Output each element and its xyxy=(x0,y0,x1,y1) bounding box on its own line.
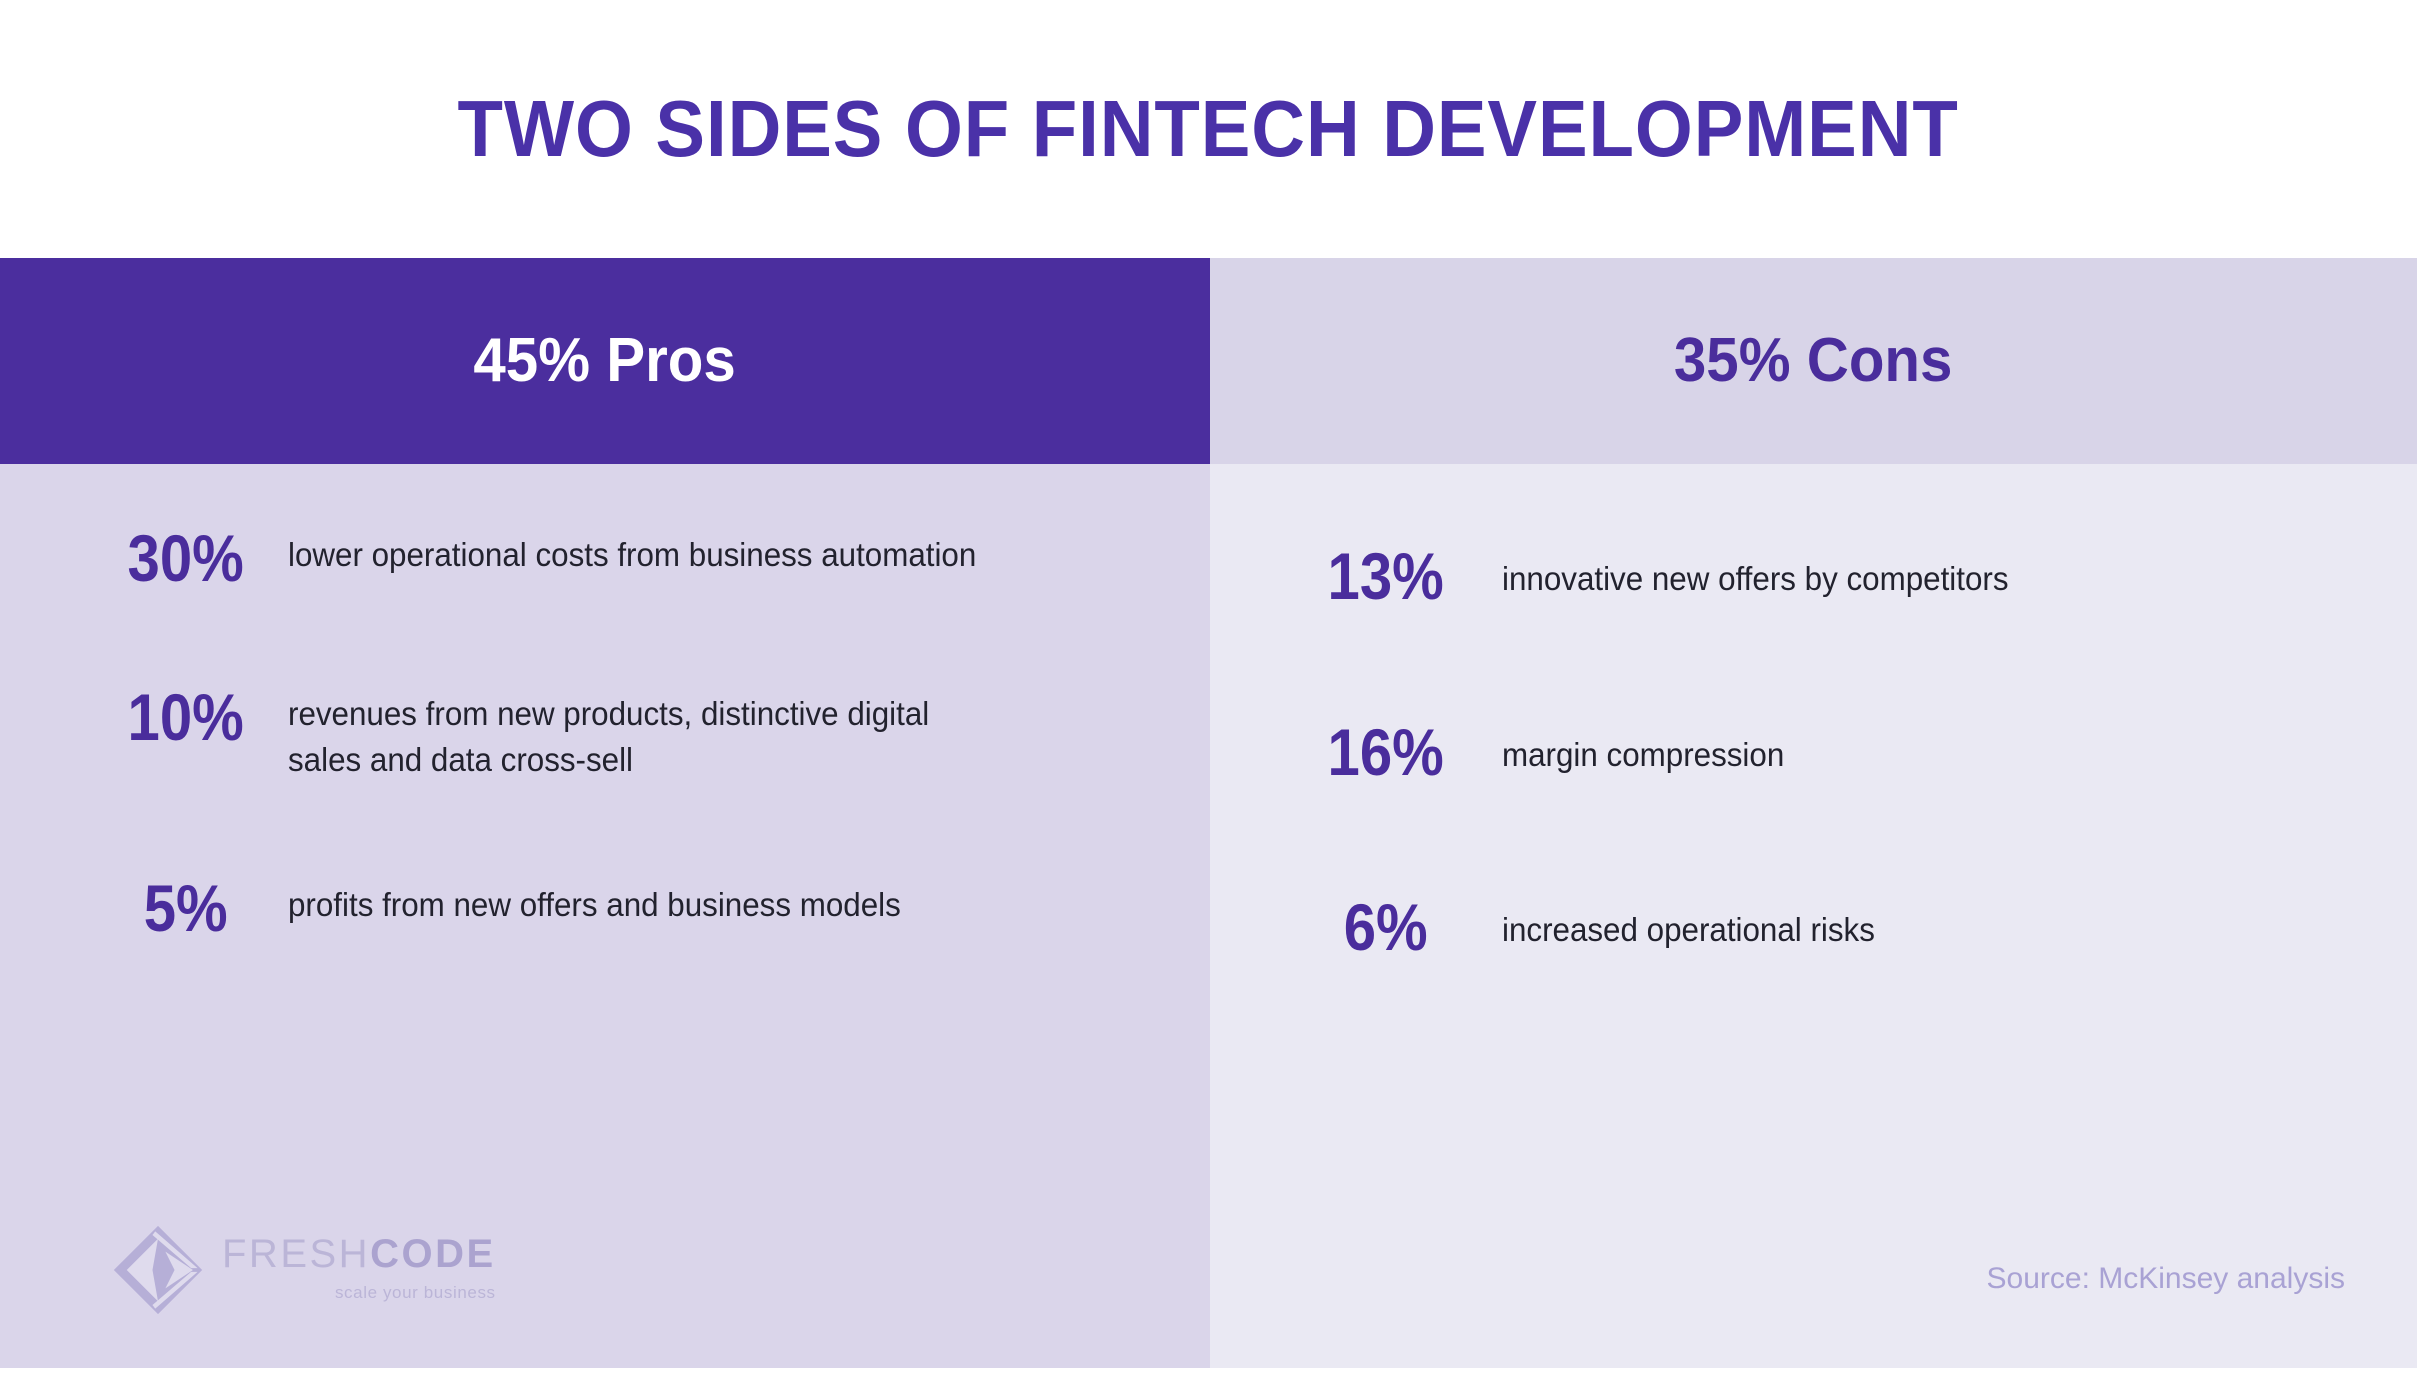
stat-description: profits from new offers and business mod… xyxy=(288,886,901,924)
stat-value: 5% xyxy=(143,871,228,946)
cons-stat-list: 13% innovative new offers by competitors… xyxy=(1210,464,2417,962)
stat-row: 6% increased operational risks xyxy=(1310,893,2357,962)
panel-cons-body: 13% innovative new offers by competitors… xyxy=(1210,464,2417,1368)
stat-row: 5% profits from new offers and business … xyxy=(110,874,1150,943)
stat-description: innovative new offers by competitors xyxy=(1502,560,2009,597)
stat-description: increased operational risks xyxy=(1502,911,1875,949)
logo-word-code: CODE xyxy=(370,1231,496,1276)
panel-cons: 35% Cons 13% innovative new offers by co… xyxy=(1210,258,2417,1368)
freshcode-logo: FRESHCODE scale your business xyxy=(112,1224,496,1316)
stat-value: 13% xyxy=(1327,539,1444,613)
page-title: TWO SIDES OF FINTECH DEVELOPMENT xyxy=(457,84,1960,173)
stat-value: 30% xyxy=(127,521,244,595)
bottom-strip xyxy=(0,1368,2417,1376)
title-bar: TWO SIDES OF FINTECH DEVELOPMENT xyxy=(0,0,2417,258)
stat-row: 13% innovative new offers by competitors xyxy=(1310,542,2357,611)
logo-tagline: scale your business xyxy=(334,1282,496,1302)
stat-description: margin compression xyxy=(1502,735,1785,773)
stat-description: lower operational costs from business au… xyxy=(288,536,977,573)
stat-value: 16% xyxy=(1327,714,1444,789)
pros-stat-list: 30% lower operational costs from busines… xyxy=(0,464,1210,943)
panel-pros: 45% Pros 30% lower operational costs fro… xyxy=(0,258,1210,1368)
logo-text-block: FRESHCODE scale your business xyxy=(222,1234,496,1307)
panels-container: 45% Pros 30% lower operational costs fro… xyxy=(0,258,2417,1368)
stat-value: 6% xyxy=(1343,890,1428,965)
diamond-chevron-icon xyxy=(112,1224,204,1316)
stat-row: 10% revenues from new products, distinct… xyxy=(110,679,1150,785)
source-attribution: Source: McKinsey analysis xyxy=(1986,1262,2345,1295)
stat-description: revenues from new products, distinctive … xyxy=(288,694,930,779)
stat-row: 30% lower operational costs from busines… xyxy=(110,524,1150,593)
panel-pros-header: 45% Pros xyxy=(0,258,1210,464)
panel-cons-heading: 35% Cons xyxy=(1674,326,1953,395)
stat-row: 16% margin compression xyxy=(1310,714,2357,789)
panel-cons-header: 35% Cons xyxy=(1210,258,2417,464)
panel-pros-heading: 45% Pros xyxy=(473,326,737,395)
stat-value: 10% xyxy=(127,679,244,754)
panel-pros-body: 30% lower operational costs from busines… xyxy=(0,464,1210,1368)
logo-word-fresh: FRESH xyxy=(222,1231,371,1276)
logo-wordmark: FRESHCODE xyxy=(222,1234,496,1274)
